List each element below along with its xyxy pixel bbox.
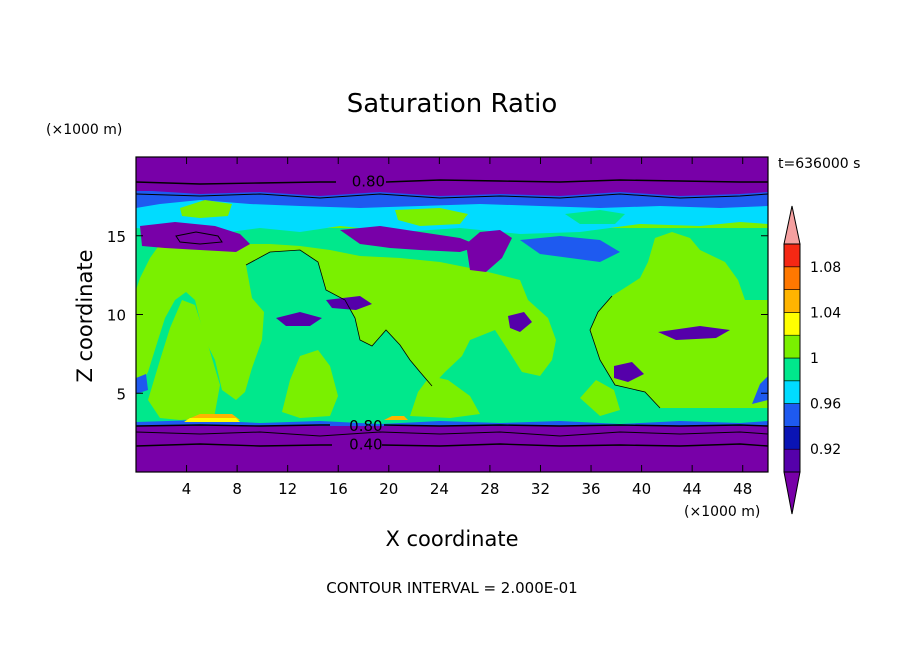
region-upper-purple-2 <box>340 226 480 252</box>
contour-040-lower <box>136 443 768 447</box>
x-tick-label: 24 <box>430 480 449 498</box>
x-tick-label: 32 <box>531 480 550 498</box>
upper-dry-edge <box>136 188 768 196</box>
region-mid-purple-3 <box>508 312 532 332</box>
contour-labels: 0.800.800.40 <box>349 173 385 454</box>
colorbar-segment <box>783 426 801 450</box>
region-mid-purple-1 <box>276 312 322 326</box>
x-axis-title: X coordinate <box>385 527 518 551</box>
y-axis-title: Z coordinate <box>73 249 97 382</box>
region-green-9 <box>180 200 232 218</box>
colorbar-over-arrow <box>783 205 801 245</box>
region-green-3 <box>410 376 480 418</box>
region-mid-blue-2 <box>136 374 148 394</box>
contour-label: 0.80 <box>349 417 382 435</box>
colorbar-segment <box>783 403 801 427</box>
contour-label: 0.80 <box>352 173 385 191</box>
region-mid-purple-5 <box>614 362 644 382</box>
x-tick-label: 44 <box>683 480 702 498</box>
region-upper-purple-3 <box>466 230 512 272</box>
contour-blob-upper <box>175 231 223 245</box>
colorbar-segment <box>783 448 801 473</box>
colorbar-tick-label: 1 <box>810 351 819 367</box>
colorbar-tick-label: 1.08 <box>810 260 841 276</box>
contour-mid-lower <box>136 431 768 437</box>
contour-label: 0.40 <box>349 436 382 454</box>
x-tick-label: 16 <box>329 480 348 498</box>
region-upper-purple-1 <box>140 222 250 252</box>
colorbar-tick-label: 0.96 <box>810 397 841 413</box>
colorbar-segment <box>783 312 801 336</box>
y-unit-label: (×1000 m) <box>46 122 122 138</box>
colorbar-segment <box>783 289 801 313</box>
region-upper-blue-2 <box>520 236 620 262</box>
contour-interval-label: CONTOUR INTERVAL = 2.000E-01 <box>326 579 577 597</box>
contour-080-upper <box>136 179 768 185</box>
region-green-1 <box>148 300 220 420</box>
region-mid-purple-2 <box>326 296 372 310</box>
colorbar-tick-label: 1.04 <box>810 305 841 321</box>
y-tick-label: 5 <box>116 385 126 403</box>
colorbar-segment <box>783 334 801 359</box>
contour-teal-edge <box>245 249 661 409</box>
plot-area <box>136 157 768 472</box>
colorbar-segment <box>783 243 801 268</box>
x-tick-label: 4 <box>182 480 192 498</box>
colorbar-frame <box>783 243 801 473</box>
y-axis-ticks: 5 10 15 <box>107 228 768 403</box>
time-label: t=636000 s <box>778 156 860 172</box>
x-tick-label: 28 <box>480 480 499 498</box>
region-green-11 <box>565 210 625 224</box>
region-mid-purple-4 <box>658 326 730 340</box>
x-tick-label: 12 <box>278 480 297 498</box>
surface-yellow-patch <box>184 418 240 422</box>
colorbar-segment <box>783 380 801 404</box>
colorbar: 0.92 0.96 1 1.04 1.08 <box>783 205 841 515</box>
x-tick-label: 20 <box>379 480 398 498</box>
chart-title: Saturation Ratio <box>347 89 558 119</box>
contour-080-lower <box>136 424 768 427</box>
x-tick-label: 8 <box>232 480 242 498</box>
lower-dry-band <box>136 424 768 472</box>
surface-orange-patch-2 <box>384 416 408 420</box>
colorbar-segment <box>783 357 801 382</box>
x-axis-ticks: 4 8 12 16 20 24 28 32 36 40 44 48 <box>182 157 752 498</box>
contour-upper-thin <box>136 193 768 199</box>
x-tick-label: 40 <box>632 480 651 498</box>
x-tick-label: 36 <box>581 480 600 498</box>
y-tick-label: 10 <box>107 307 126 325</box>
x-tick-label: 48 <box>733 480 752 498</box>
region-green-2 <box>282 350 338 418</box>
colorbar-segment <box>783 266 801 290</box>
colorbar-tick-label: 0.92 <box>810 442 841 458</box>
upper-dry-band <box>136 157 768 191</box>
region-mid-blue-1 <box>752 376 768 404</box>
colorbar-under-arrow <box>783 471 801 515</box>
region-green-4 <box>580 380 620 416</box>
x-unit-label: (×1000 m) <box>684 504 760 520</box>
region-green-10 <box>395 208 468 226</box>
y-tick-label: 15 <box>107 228 126 246</box>
